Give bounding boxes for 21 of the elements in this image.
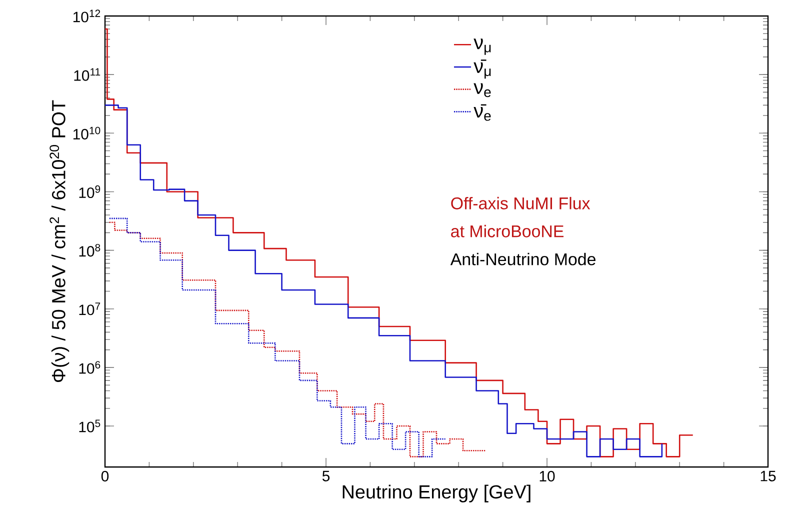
y-tick-label: 10$^{5}$ <box>79 420 100 432</box>
x-tick-label: 15 <box>760 470 776 482</box>
y-tick-label: 10$^{9}$ <box>79 185 100 198</box>
y-tick-label: 10$^{10}$ <box>73 126 100 140</box>
annotation: Off-axis NuMI Flux <box>451 196 590 210</box>
annotation: at MicroBooNE <box>451 224 564 238</box>
y-tick-label: 10$^{6}$ <box>79 361 100 374</box>
x-tick-label: 10 <box>540 470 555 482</box>
y-axis-title: Φ(ν) / 50 MeV / cm$^{2}$ / 6x10$^{20}$ POT <box>50 100 70 382</box>
legend-label: ν̄$_{μ}$ <box>474 60 491 79</box>
annotation: Anti-Neutrino Mode <box>450 252 596 266</box>
x-tick-label: 5 <box>322 470 330 482</box>
y-tick-label: 10$^{11}$ <box>74 68 100 81</box>
y-tick-label: 10$^{12}$ <box>73 10 100 22</box>
legend-label: ν̄$_{e}$ <box>474 104 491 121</box>
x-tick-label: 0 <box>101 470 109 482</box>
legend-label: ν$_{μ}$ <box>474 38 491 55</box>
y-tick-label: 10$^{7}$ <box>79 302 100 316</box>
y-tick-label: 10$^{8}$ <box>79 244 100 257</box>
legend-label: ν$_{e}$ <box>474 83 491 98</box>
x-axis-title: Neutrino Energy [GeV] <box>342 484 530 502</box>
